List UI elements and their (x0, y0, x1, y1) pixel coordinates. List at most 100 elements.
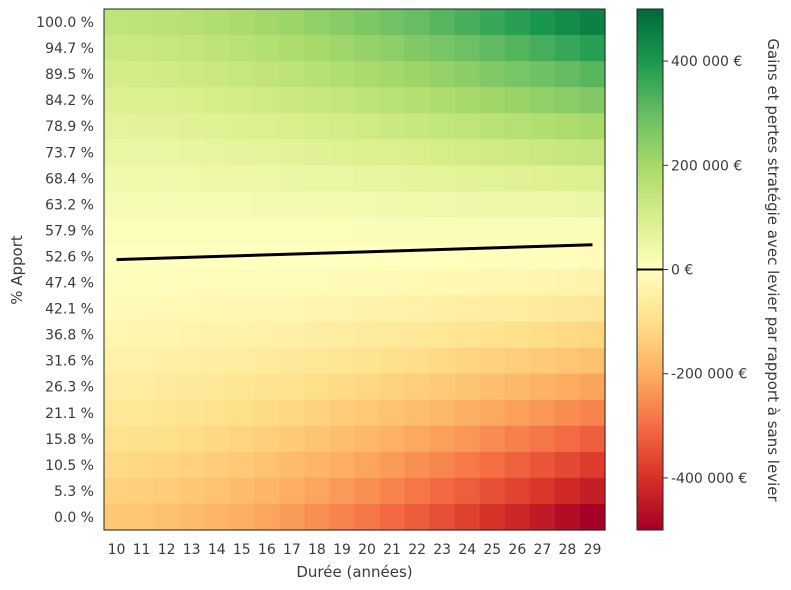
heatmap-cell (129, 451, 155, 479)
heatmap-cell (279, 425, 305, 453)
heatmap-cell (554, 165, 581, 192)
heatmap-cell (404, 321, 431, 349)
heatmap-cell (304, 295, 331, 323)
heatmap-cell (479, 347, 506, 375)
heatmap-cell (254, 477, 280, 505)
heatmap-cell (579, 373, 606, 401)
heatmap-cell (404, 373, 431, 401)
heatmap-cell (379, 35, 406, 62)
heatmap-cell (429, 425, 456, 453)
heatmap-cell (104, 477, 130, 505)
heatmap-cell (404, 347, 431, 375)
heatmap-cell (229, 217, 255, 245)
heatmap-cell (454, 295, 481, 323)
x-axis-label: Durée (années) (296, 563, 412, 581)
heatmap-cell (154, 139, 180, 166)
heatmap-cell (404, 217, 431, 245)
heatmap-cell (354, 217, 381, 245)
heatmap-cell (529, 139, 556, 166)
heatmap-cell (254, 321, 280, 349)
y-tick-label: 89.5 % (45, 67, 94, 83)
heatmap-cell (504, 269, 531, 297)
x-tick-label: 29 (584, 542, 602, 558)
heatmap-cell (479, 87, 506, 114)
heatmap-cell (154, 451, 180, 479)
heatmap-cell (304, 321, 331, 349)
heatmap-cell (404, 87, 431, 114)
heatmap-cell (279, 269, 305, 297)
heatmap-cell (279, 243, 305, 271)
heatmap-cell (529, 321, 556, 349)
heatmap-cell (229, 425, 255, 453)
heatmap-cell (154, 113, 180, 140)
heatmap-cell (329, 113, 356, 140)
heatmap-cell (179, 9, 205, 36)
heatmap-cell (279, 165, 305, 192)
heatmap-cell (329, 243, 356, 271)
heatmap-cell (254, 113, 280, 140)
y-axis-label: % Apport (8, 235, 26, 305)
heatmap-cell (279, 9, 305, 36)
heatmap-cell (204, 425, 230, 453)
heatmap-cell (104, 295, 130, 323)
heatmap-cell (479, 425, 506, 453)
heatmap-cell (454, 191, 481, 218)
heatmap-cell (129, 477, 155, 505)
heatmap-cell (529, 35, 556, 62)
heatmap-cell (579, 87, 606, 114)
colorbar-label: Gains et pertes stratégie avec levier pa… (764, 38, 782, 502)
heatmap-cell (404, 113, 431, 140)
heatmap-cell (554, 503, 581, 531)
heatmap-cell (304, 503, 331, 531)
heatmap-cell (204, 35, 230, 62)
heatmap-cell (129, 321, 155, 349)
heatmap-cell (329, 373, 356, 401)
colorbar-tick-label: -200 000 € (671, 367, 747, 383)
heatmap-cell (204, 113, 230, 140)
heatmap-cell (404, 295, 431, 323)
heatmap-cell (154, 9, 180, 36)
heatmap-cell (554, 321, 581, 349)
heatmap-cell (129, 61, 155, 88)
heatmap-cell (404, 9, 431, 36)
heatmap-cell (229, 165, 255, 192)
heatmap-cell (254, 165, 280, 192)
heatmap-cell (279, 139, 305, 166)
heatmap-cell (379, 269, 406, 297)
heatmap-cell (229, 139, 255, 166)
heatmap-cell (254, 217, 280, 245)
heatmap-cell (304, 477, 331, 505)
heatmap-cell (254, 243, 280, 271)
heatmap-cell (129, 87, 155, 114)
heatmap-cell (129, 165, 155, 192)
heatmap-cell (179, 217, 205, 245)
heatmap-cell (454, 269, 481, 297)
heatmap-cell (504, 451, 531, 479)
heatmap-cell (204, 165, 230, 192)
heatmap-cell (254, 87, 280, 114)
heatmap-cell (429, 295, 456, 323)
x-tick-label: 17 (283, 542, 301, 558)
heatmap-cell (154, 347, 180, 375)
heatmap-cell (304, 87, 331, 114)
x-tick-label: 19 (333, 542, 351, 558)
breakeven-line (116, 243, 593, 262)
heatmap-cell (179, 269, 205, 297)
heatmap-cell (229, 61, 255, 88)
heatmap-cell (504, 139, 531, 166)
heatmap-cell (429, 217, 456, 245)
heatmap-cell (329, 347, 356, 375)
heatmap-cell (379, 217, 406, 245)
y-tick-label: 36.8 % (45, 328, 94, 344)
heatmap-cell (554, 243, 581, 271)
heatmap-cell (104, 269, 130, 297)
heatmap-cell (454, 35, 481, 62)
heatmap-cell (104, 425, 130, 453)
heatmap-cell (154, 321, 180, 349)
heatmap-cell (104, 9, 130, 36)
heatmap-cell (504, 503, 531, 531)
y-tick-labels: 100.0 % 94.7 % 89.5 % 84.2 % 78.9 % 73.7 % 68.… (36, 15, 94, 526)
heatmap-cell (179, 165, 205, 192)
heatmap-cell (104, 321, 130, 349)
heatmap-cell (479, 295, 506, 323)
